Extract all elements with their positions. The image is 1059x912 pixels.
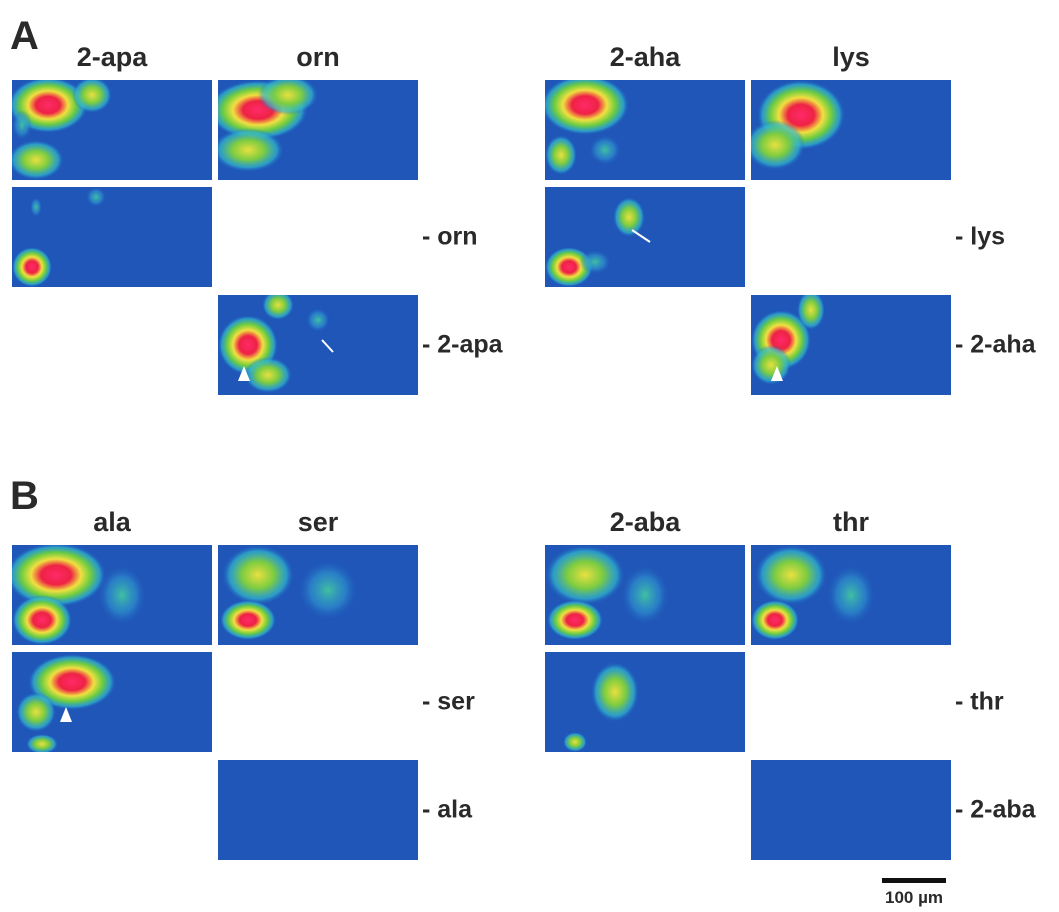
signal-blob: [745, 120, 805, 170]
signal-blob: [613, 197, 645, 237]
signal-blob: [86, 187, 106, 207]
heatmap-image: [541, 75, 745, 180]
column-title: ala: [93, 507, 131, 538]
signal-blob: [8, 140, 64, 180]
column-title: thr: [833, 507, 869, 538]
row-label: - lys: [955, 223, 1005, 252]
column-title: 2-apa: [77, 42, 148, 73]
heatmap-image: [208, 75, 418, 180]
signal-blob: [220, 600, 276, 640]
column-title: 2-aba: [610, 507, 681, 538]
signal-blob: [6, 543, 106, 607]
signal-blob: [30, 197, 42, 217]
image-background: [751, 760, 951, 860]
heatmap-image: [545, 652, 745, 752]
column-title: ser: [298, 507, 339, 538]
signal-blob: [244, 357, 292, 393]
row-label: - 2-apa: [422, 331, 503, 360]
scale-label: 100 µm: [885, 888, 943, 908]
signal-blob: [212, 128, 284, 172]
signal-blob: [579, 250, 611, 274]
signal-blob: [26, 734, 58, 754]
heatmap-image: [12, 187, 212, 287]
heatmap-image: [545, 187, 745, 287]
signal-blob: [541, 75, 629, 135]
signal-blob: [755, 545, 827, 605]
column-title: orn: [296, 42, 340, 73]
heatmap-image: [218, 760, 418, 860]
signal-blob: [563, 732, 587, 752]
column-title: lys: [832, 42, 870, 73]
signal-blob: [545, 545, 625, 605]
row-label: - 2-aha: [955, 331, 1036, 360]
signal-blob: [751, 600, 799, 640]
column-title: 2-aha: [610, 42, 681, 73]
signal-blob: [16, 692, 56, 732]
row-label: - 2-aba: [955, 796, 1036, 825]
signal-blob: [591, 662, 639, 722]
image-background: [218, 760, 418, 860]
signal-blob: [262, 290, 294, 320]
row-label: - thr: [955, 688, 1004, 717]
heatmap-image: [545, 545, 745, 645]
heatmap-image: [218, 545, 418, 645]
signal-blob: [827, 565, 875, 625]
heatmap-image: [6, 543, 212, 645]
signal-blob: [12, 110, 32, 140]
panel-label: A: [10, 14, 39, 59]
signal-blob: [545, 135, 577, 175]
signal-blob: [589, 135, 621, 165]
heatmap-image: [751, 545, 951, 645]
signal-blob: [547, 600, 603, 640]
signal-blob: [12, 247, 52, 287]
signal-blob: [298, 560, 358, 620]
row-label: - ser: [422, 688, 475, 717]
signal-blob: [72, 77, 112, 113]
heatmap-image: [8, 77, 212, 180]
signal-blob: [621, 565, 669, 625]
heatmap-image: [12, 652, 212, 754]
panel-label: B: [10, 474, 39, 519]
heatmap-image: [745, 80, 951, 180]
signal-blob: [751, 345, 791, 385]
image-layer: [0, 0, 1059, 912]
signal-blob: [797, 290, 825, 330]
row-label: - orn: [422, 223, 478, 252]
figure: 100 µm A 2-apa orn - orn - 2-apa 2-aha lys - ly…: [0, 0, 1059, 912]
signal-blob: [258, 75, 318, 115]
signal-blob: [12, 595, 72, 645]
row-label: - ala: [422, 796, 472, 825]
scale-bar: [882, 878, 946, 883]
signal-blob: [306, 308, 330, 332]
heatmap-image: [751, 760, 951, 860]
signal-blob: [222, 545, 294, 605]
signal-blob: [98, 565, 146, 625]
